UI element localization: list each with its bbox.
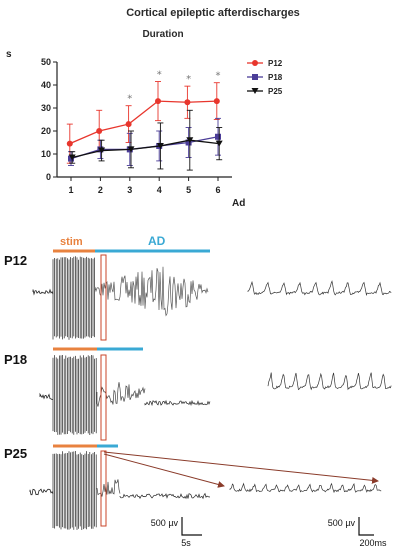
y-tick-label: 30 bbox=[41, 103, 51, 113]
scale-bar-left-lines bbox=[181, 517, 202, 536]
data-point bbox=[127, 146, 135, 153]
y-tick-label: 0 bbox=[46, 172, 51, 182]
eeg-zoom-trace-p25 bbox=[229, 482, 382, 494]
eeg-zoom-trace-p18 bbox=[267, 372, 392, 391]
trace-label-p25: P25 bbox=[4, 446, 27, 461]
x-tick-label: 6 bbox=[215, 185, 220, 195]
eeg-traces bbox=[29, 254, 211, 530]
x-tick-label: 2 bbox=[98, 185, 103, 195]
y-tick-label: 40 bbox=[41, 80, 51, 90]
eeg-trace-baseline bbox=[144, 399, 211, 407]
scale-right-time: 200ms bbox=[359, 538, 387, 548]
data-point bbox=[213, 98, 220, 105]
data-point bbox=[155, 98, 161, 105]
y-ticks: 0 10 20 30 40 50 bbox=[41, 57, 57, 182]
ad-label: AD bbox=[148, 234, 166, 248]
eeg-zoom-trace-p12 bbox=[247, 280, 392, 296]
significance-star: * bbox=[186, 74, 191, 85]
data-point bbox=[215, 140, 223, 147]
data-point bbox=[98, 147, 106, 154]
eeg-trace-baseline bbox=[32, 288, 54, 296]
series-line bbox=[69, 100, 217, 145]
eeg-zoom-traces bbox=[229, 280, 392, 494]
legend-item: P12 bbox=[247, 59, 283, 68]
legend-item: P18 bbox=[247, 73, 283, 82]
eeg-trace-baseline bbox=[119, 492, 211, 500]
eeg-trace-baseline bbox=[29, 488, 54, 496]
zoom-arrow-upper bbox=[103, 451, 379, 484]
stim-ad-bars bbox=[53, 249, 210, 448]
legend-item: P25 bbox=[247, 87, 283, 96]
significance-star: * bbox=[127, 94, 132, 105]
scale-bar-left: 500 µv 5s bbox=[151, 517, 202, 548]
series-p18 bbox=[68, 117, 221, 166]
y-tick-label: 20 bbox=[41, 126, 51, 136]
eeg-trace-baseline bbox=[39, 392, 53, 400]
x-tick-label: 3 bbox=[127, 185, 132, 195]
series-p25 bbox=[68, 109, 223, 171]
legend-label: P18 bbox=[268, 73, 283, 82]
zoom-arrow-lower bbox=[103, 453, 225, 488]
zoom-window bbox=[100, 354, 107, 441]
data-point bbox=[68, 155, 74, 162]
eeg-trace-afterdischarge bbox=[94, 266, 209, 317]
series-line bbox=[72, 139, 220, 159]
trace-label-p12: P12 bbox=[4, 253, 27, 268]
data-point bbox=[96, 128, 103, 134]
scale-bar-right: 500 µv 200ms bbox=[328, 517, 387, 548]
data-point bbox=[215, 133, 221, 140]
chart-subtitle: Duration bbox=[142, 29, 183, 40]
x-axis-label: Ad bbox=[232, 198, 245, 209]
significance-markers: * * * * bbox=[127, 70, 220, 105]
scale-left-voltage: 500 µv bbox=[151, 518, 179, 528]
trace-label-p18: P18 bbox=[4, 352, 27, 367]
legend-label: P12 bbox=[268, 59, 283, 68]
y-tick-label: 10 bbox=[41, 149, 51, 159]
zoom-window bbox=[100, 254, 107, 341]
figure-title: Cortical epileptic afterdischarges bbox=[126, 7, 300, 19]
stim-label: stim bbox=[60, 236, 83, 248]
data-point bbox=[156, 142, 164, 149]
scale-right-voltage: 500 µv bbox=[328, 518, 356, 528]
legend-label: P25 bbox=[268, 87, 283, 96]
zoom-window bbox=[100, 450, 107, 527]
eeg-trace-afterdischarge bbox=[96, 382, 146, 407]
x-tick-label: 1 bbox=[68, 185, 73, 195]
legend: P12 P18 P25 bbox=[247, 59, 283, 96]
duration-chart: s Ad 0 10 20 30 40 50 1 2 3 4 5 6 * * * * P12 P18 P25 bbox=[6, 49, 283, 209]
plot-series bbox=[66, 81, 223, 171]
legend-marker bbox=[252, 60, 258, 66]
scale-bar-right-lines bbox=[358, 517, 374, 536]
y-axis-label: s bbox=[6, 49, 12, 60]
significance-star: * bbox=[157, 70, 162, 81]
scale-left-time: 5s bbox=[181, 538, 191, 548]
data-point bbox=[125, 121, 132, 128]
y-tick-label: 50 bbox=[41, 57, 51, 67]
data-point bbox=[184, 99, 191, 106]
eeg-trace-afterdischarge bbox=[96, 479, 121, 497]
legend-marker bbox=[251, 88, 259, 94]
data-point bbox=[185, 139, 192, 146]
data-point bbox=[186, 137, 194, 144]
series-p12 bbox=[66, 81, 220, 164]
x-tick-label: 5 bbox=[186, 185, 191, 195]
data-point bbox=[68, 154, 76, 161]
data-point bbox=[66, 140, 73, 147]
x-ticks: 1 2 3 4 5 6 bbox=[68, 177, 221, 195]
legend-marker bbox=[252, 74, 258, 80]
x-tick-label: 4 bbox=[157, 185, 162, 195]
significance-star: * bbox=[216, 71, 221, 82]
